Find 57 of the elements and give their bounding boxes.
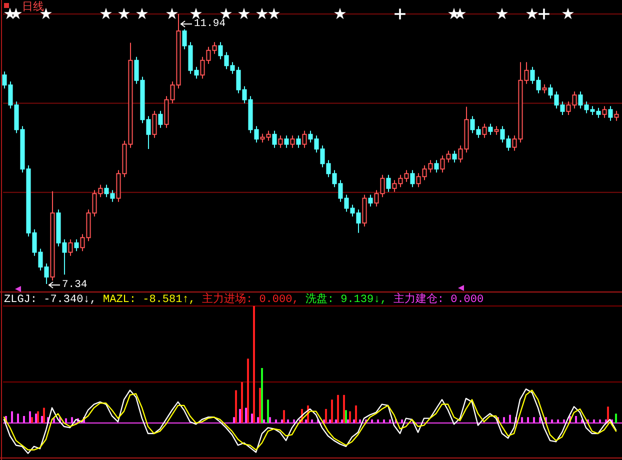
candlestick (608, 106, 613, 122)
bar (247, 358, 249, 423)
bar (241, 382, 243, 423)
bar (37, 411, 39, 423)
bar (267, 400, 269, 423)
bar (31, 417, 33, 423)
bar (345, 410, 347, 423)
candlestick (302, 130, 307, 148)
bar (43, 408, 45, 423)
candlestick (272, 130, 277, 148)
candlestick (284, 135, 289, 148)
candlestick (362, 194, 367, 227)
annotation: 11.94 (194, 18, 226, 30)
candlestick (614, 110, 619, 122)
candlestick (68, 238, 73, 256)
series-label: 主力进场: (202, 292, 253, 306)
bar (253, 306, 255, 423)
bar (355, 405, 357, 423)
candlestick (452, 150, 457, 163)
bar (349, 411, 351, 423)
annotation: 7.34 (62, 279, 88, 291)
chart-title: 日线 (22, 0, 44, 13)
candlestick (542, 84, 547, 94)
candlestick (50, 190, 55, 281)
bar (615, 414, 617, 423)
candlestick (74, 238, 79, 252)
text: ZLGJ: (4, 294, 38, 306)
candlestick (152, 110, 157, 138)
candlestick (488, 123, 493, 136)
bar (607, 406, 609, 423)
candlestick (410, 170, 415, 188)
annotation: 0.000 (450, 294, 484, 306)
annotation: 9.139↓, (340, 294, 387, 306)
bar (235, 390, 237, 423)
candlestick (494, 126, 499, 136)
annotation: 0.000, (259, 294, 299, 306)
bar (259, 388, 261, 423)
bar (331, 400, 333, 423)
candlestick (386, 174, 391, 192)
candlestick (368, 194, 373, 208)
annotation: -7.340↓, (44, 294, 96, 306)
candlestick (602, 106, 607, 118)
text: 主力建仓: (393, 292, 444, 306)
candlestick (482, 123, 487, 138)
candlestick (296, 135, 301, 148)
candlestick (158, 110, 163, 128)
bar (343, 394, 345, 423)
candlestick (434, 160, 439, 173)
candlestick (290, 135, 295, 148)
bar (325, 408, 327, 423)
bar (283, 410, 285, 423)
text: 洗盘: (305, 292, 334, 306)
bar (261, 368, 263, 423)
text: MAZL: (103, 294, 136, 306)
candlestick (278, 135, 283, 148)
bar (337, 394, 339, 423)
annotation: -8.581↑, (142, 294, 196, 306)
